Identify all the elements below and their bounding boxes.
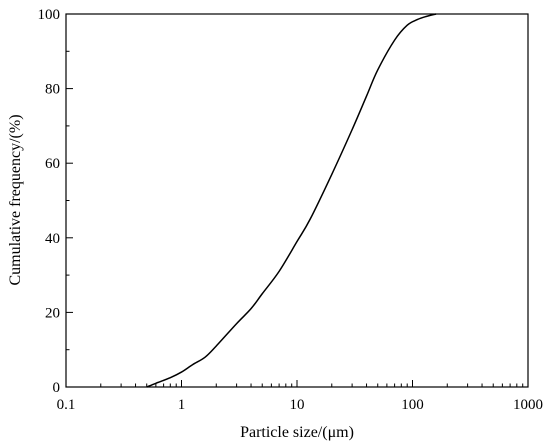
- y-tick-label: 20: [45, 305, 60, 321]
- x-tick-label: 100: [401, 397, 424, 413]
- x-tick-label: 1: [178, 397, 186, 413]
- series-line: [146, 13, 437, 388]
- plot-frame: [65, 13, 529, 388]
- y-tick-label: 100: [38, 7, 61, 23]
- x-tick-label: 0.1: [57, 397, 76, 413]
- y-axis-ticks: 0 20 40 60 80 100: [38, 7, 73, 396]
- x-tick-label: 10: [290, 397, 305, 413]
- x-axis-ticks: 0.1 1 10 100 1000: [57, 380, 543, 413]
- y-tick-label: 40: [45, 231, 60, 247]
- x-axis-title: Particle size/(μm): [240, 424, 354, 441]
- y-axis-title: Cumulative frequency/(%): [7, 114, 24, 285]
- y-tick-label: 0: [53, 380, 61, 396]
- y-tick-label: 60: [45, 156, 60, 172]
- y-tick-label: 80: [45, 82, 60, 98]
- x-tick-label: 1000: [513, 397, 543, 413]
